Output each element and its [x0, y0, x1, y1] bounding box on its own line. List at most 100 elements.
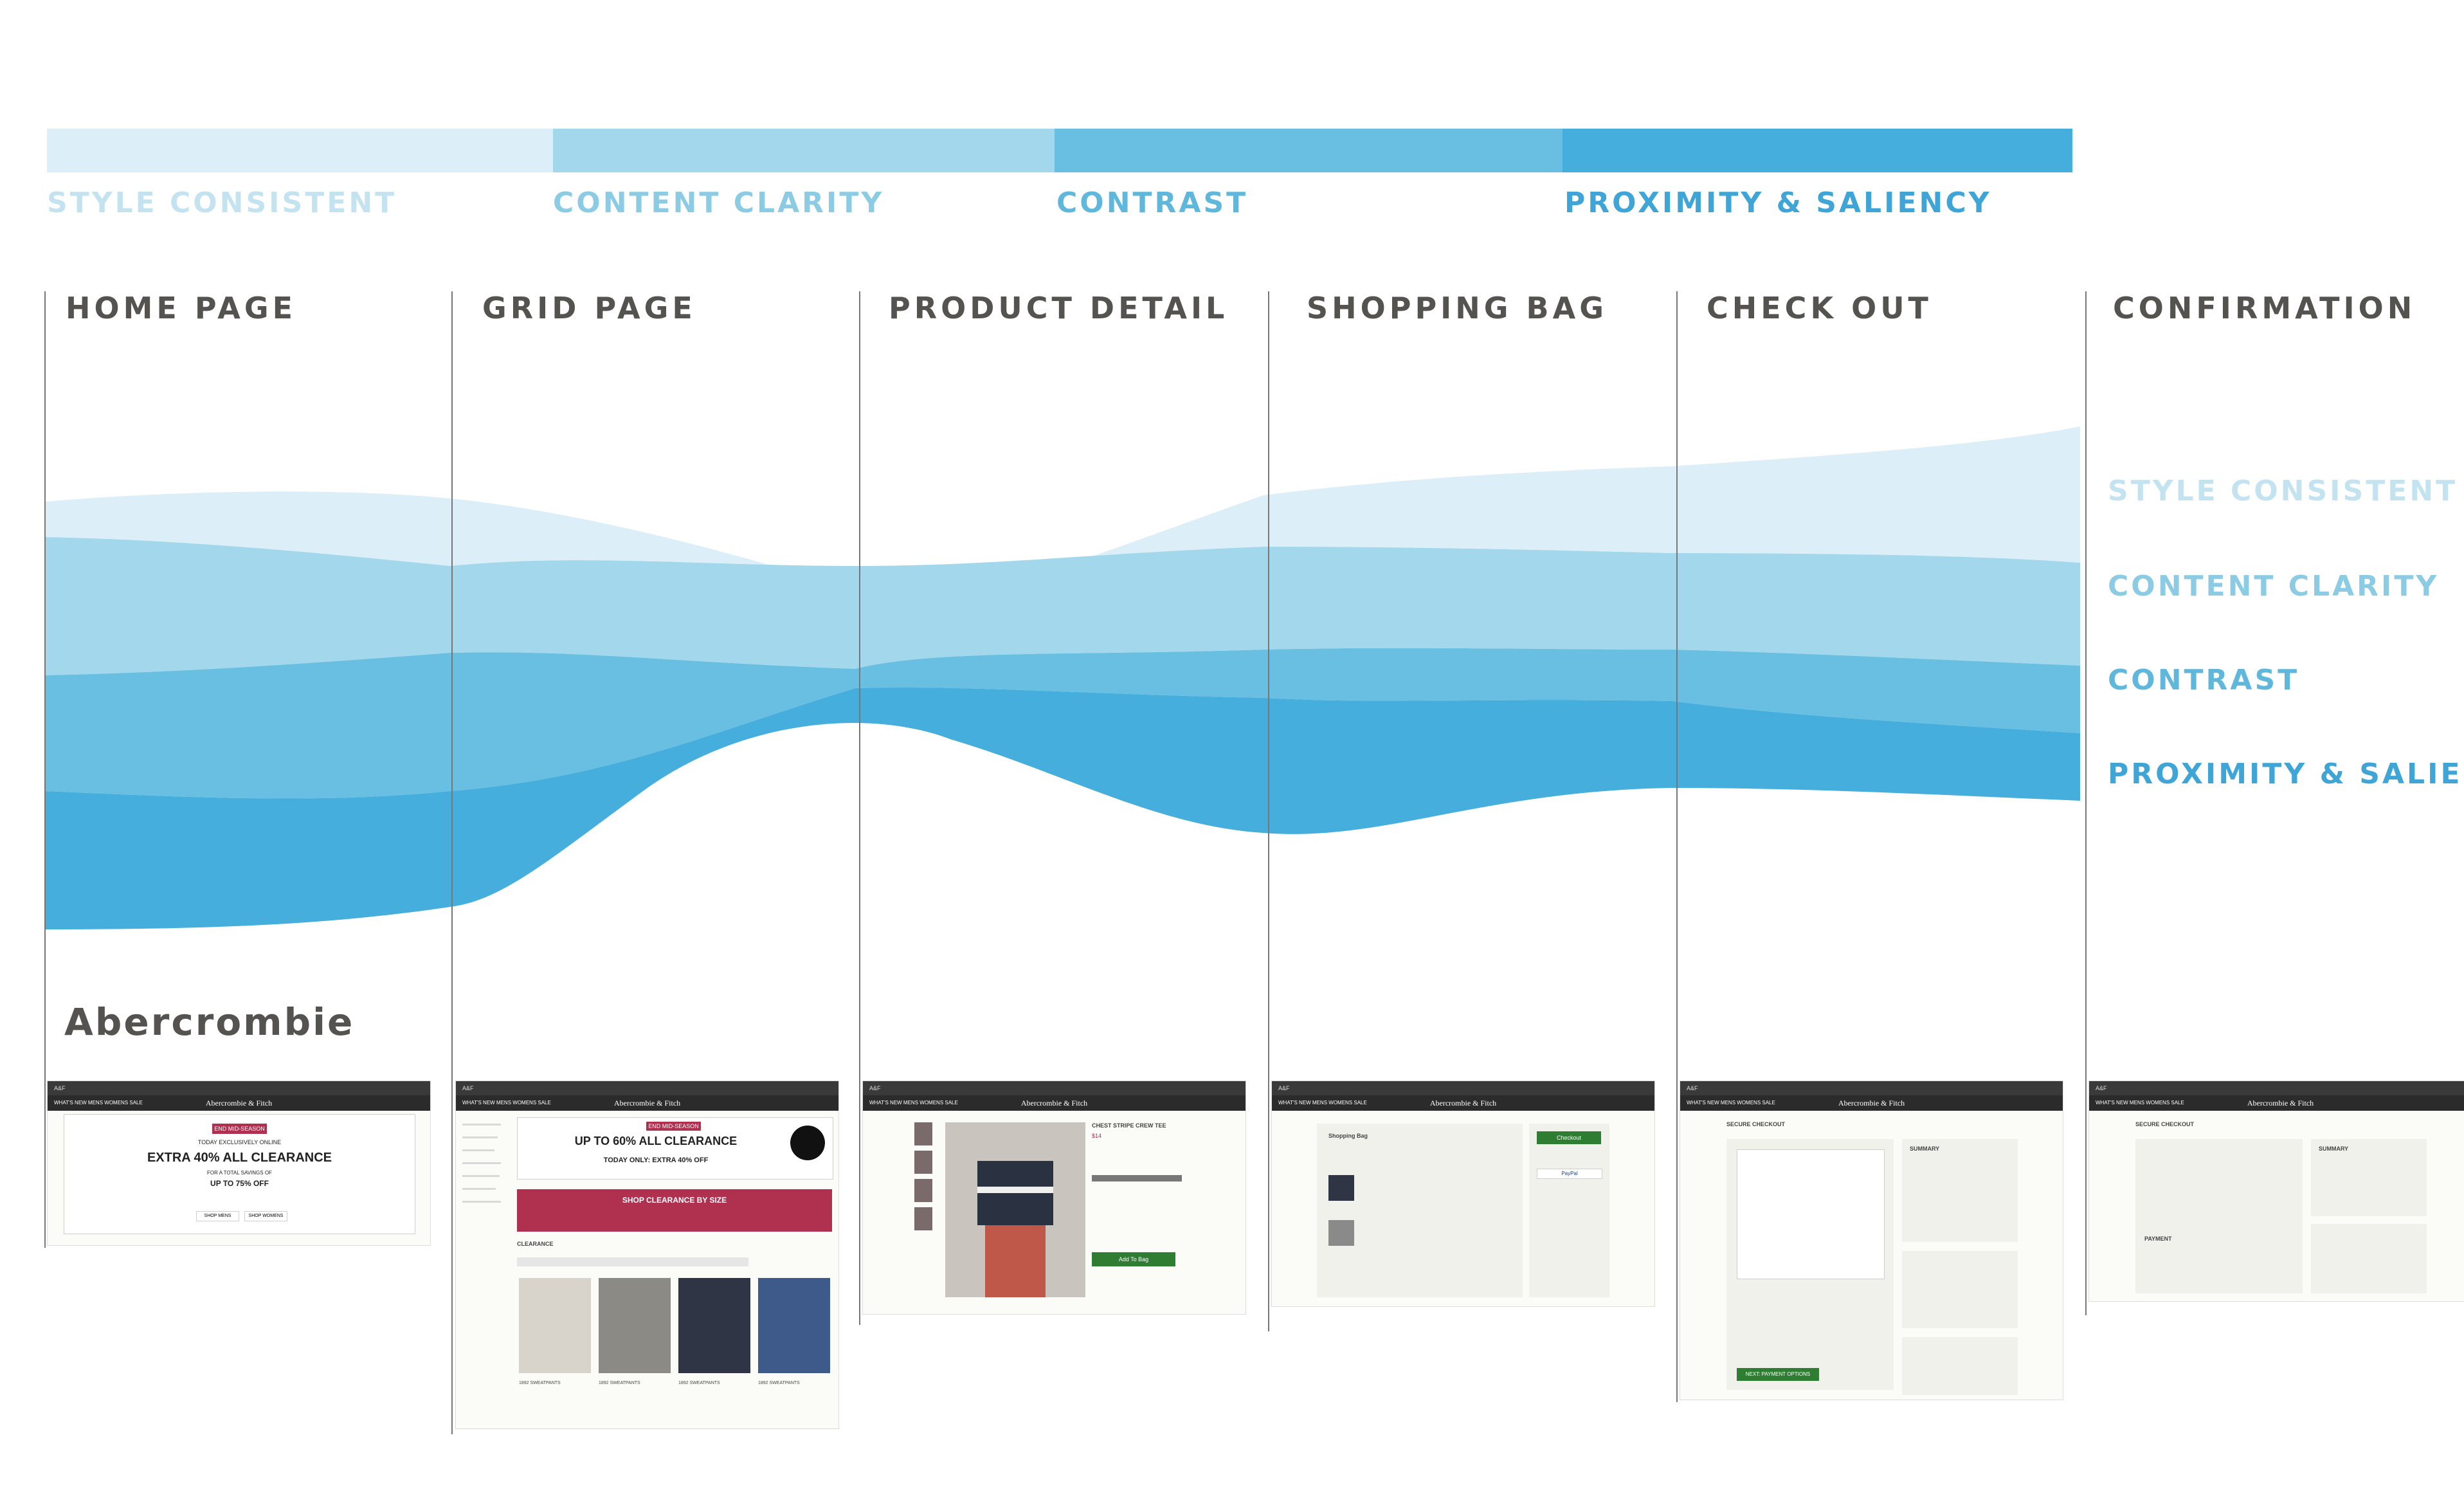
grid-product-image[interactable] — [519, 1278, 591, 1373]
home-shop-mens-button[interactable]: SHOP MENS — [196, 1211, 239, 1221]
detail-product-price: $14 — [1092, 1133, 1102, 1139]
grid-product-image[interactable] — [678, 1278, 750, 1373]
thumb-logo: Abercrombie & Fitch — [1838, 1099, 1905, 1108]
thumb-body: Shopping Bag Checkout PayPal — [1272, 1111, 1654, 1306]
detail-shirt-stripe — [977, 1187, 1053, 1193]
home-shop-womens-button[interactable]: SHOP WOMENS — [244, 1211, 287, 1221]
stage-dividers — [44, 291, 2087, 1434]
brand-name: Abercrombie — [64, 1000, 355, 1044]
thumb-topbar: A&F — [1680, 1081, 2063, 1095]
legend-bar — [47, 129, 2072, 172]
end-label-contrast: CONTRAST — [2108, 664, 2300, 697]
legend-label-content-clarity: CONTENT CLARITY — [553, 187, 885, 219]
confirmation-payment-title: PAYMENT — [2144, 1236, 2172, 1242]
thumb-topbar: A&F — [1272, 1081, 1654, 1095]
thumb-navbar: WHAT'S NEW MENS WOMENS SALE Abercrombie … — [863, 1095, 1246, 1111]
detail-main-image — [945, 1122, 1085, 1297]
thumb-nav-links: WHAT'S NEW MENS WOMENS SALE — [1278, 1100, 1367, 1106]
grid-sidebar-line — [462, 1136, 498, 1138]
detail-thumb-image[interactable] — [914, 1179, 932, 1202]
thumb-grid-page: A&F WHAT'S NEW MENS WOMENS SALE Abercrom… — [455, 1081, 839, 1429]
thumb-logo: Abercrombie & Fitch — [1429, 1099, 1497, 1108]
bag-item-image — [1328, 1175, 1354, 1201]
legend-swatch-contrast — [1055, 129, 1563, 172]
confirmation-title: SECURE CHECKOUT — [2135, 1121, 2195, 1127]
thumb-navbar: WHAT'S NEW MENS WOMENS SALE Abercrombie … — [1680, 1095, 2063, 1111]
thumb-navbar: WHAT'S NEW MENS WOMENS SALE Abercrombie … — [2089, 1095, 2464, 1111]
bag-checkout-button[interactable]: Checkout — [1537, 1131, 1601, 1144]
home-promo-line3: UP TO 75% OFF — [210, 1179, 269, 1188]
thumb-home-page: A&F WHAT'S NEW MENS WOMENS SALE Abercrom… — [47, 1081, 431, 1246]
bag-summary-panel: Checkout PayPal — [1529, 1124, 1609, 1297]
grid-promo-line: TODAY ONLY: EXTRA 40% OFF — [603, 1156, 709, 1164]
checkout-summary-panel: SUMMARY — [1902, 1139, 2018, 1242]
checkout-shipping-form — [1737, 1149, 1885, 1279]
grid-product-name: 1892 SWEATPANTS — [599, 1381, 640, 1385]
stream-contrast — [45, 648, 2080, 799]
confirmation-summary-panel: SUMMARY — [2311, 1139, 2427, 1216]
thumb-shopping-bag: A&F WHAT'S NEW MENS WOMENS SALE Abercrom… — [1271, 1081, 1655, 1307]
checkout-next-button[interactable]: NEXT: PAYMENT OPTIONS — [1737, 1368, 1819, 1381]
end-label-proximity-saliency: PROXIMITY & SALIENCY — [2108, 758, 2464, 790]
thumb-nav-links: WHAT'S NEW MENS WOMENS SALE — [2096, 1100, 2184, 1106]
thumb-body: END MID-SEASON SALE UP TO 60% ALL CLEARA… — [456, 1111, 838, 1428]
stream-proximity-saliency — [45, 687, 2080, 929]
detail-add-to-bag-button[interactable]: Add To Bag — [1092, 1252, 1175, 1266]
grid-sidebar-line — [462, 1149, 494, 1151]
thumb-topbar: A&F — [48, 1081, 430, 1095]
stage-title-grid: GRID PAGE — [482, 291, 696, 325]
grid-sidebar-line — [462, 1162, 501, 1164]
thumb-logo: Abercrombie & Fitch — [2247, 1099, 2314, 1108]
grid-sidebar-line — [462, 1201, 501, 1203]
grid-clearance-banner[interactable]: SHOP CLEARANCE BY SIZE — [517, 1189, 832, 1232]
legend-label-proximity-saliency: PROXIMITY & SALIENCY — [1564, 187, 1992, 219]
thumb-logo: Abercrombie & Fitch — [1020, 1099, 1088, 1108]
stage-title-home: HOME PAGE — [66, 291, 297, 325]
confirmation-summary-title: SUMMARY — [2319, 1145, 2349, 1152]
grid-promo-box: END MID-SEASON SALE UP TO 60% ALL CLEARA… — [517, 1117, 833, 1180]
legend-swatch-content-clarity — [553, 129, 1055, 172]
thumb-nav-links: WHAT'S NEW MENS WOMENS SALE — [462, 1100, 551, 1106]
thumb-topbar: A&F — [456, 1081, 838, 1095]
checkout-bag-panel — [1902, 1337, 2018, 1395]
grid-sidebar-line — [462, 1175, 500, 1177]
stage-title-confirmation: CONFIRMATION — [2113, 291, 2416, 325]
bag-item-image — [1328, 1220, 1354, 1246]
stage-title-detail: PRODUCT DETAIL — [889, 291, 1229, 325]
detail-model-pants — [985, 1225, 1046, 1297]
grid-section-title: CLEARANCE — [517, 1241, 554, 1247]
detail-product-title: CHEST STRIPE CREW TEE — [1092, 1122, 1166, 1129]
bag-paypal-button[interactable]: PayPal — [1537, 1169, 1602, 1179]
detail-thumb-image[interactable] — [914, 1207, 932, 1230]
legend-swatch-style-consistent — [47, 129, 553, 172]
thumb-check-out: A&F WHAT'S NEW MENS WOMENS SALE Abercrom… — [1680, 1081, 2063, 1400]
stage-title-checkout: CHECK OUT — [1707, 291, 1932, 325]
detail-thumb-image[interactable] — [914, 1122, 932, 1145]
legend-label-style-consistent: STYLE CONSISTENT — [47, 187, 397, 219]
thumb-logo: Abercrombie & Fitch — [613, 1099, 681, 1108]
checkout-summary-title: SUMMARY — [1910, 1145, 1940, 1152]
grid-product-image[interactable] — [758, 1278, 830, 1373]
thumb-logo: Abercrombie & Fitch — [205, 1099, 273, 1108]
thumb-nav-links: WHAT'S NEW MENS WOMENS SALE — [869, 1100, 958, 1106]
end-label-style-consistent: STYLE CONSISTENT — [2108, 475, 2458, 507]
thumb-nav-links: WHAT'S NEW MENS WOMENS SALE — [54, 1100, 143, 1106]
detail-thumb-image[interactable] — [914, 1151, 932, 1174]
bag-title: Shopping Bag — [1328, 1133, 1368, 1139]
grid-product-name: 1892 SWEATPANTS — [678, 1381, 720, 1385]
thumb-product-detail: A&F WHAT'S NEW MENS WOMENS SALE Abercrom… — [862, 1081, 1246, 1315]
home-promo-line1: TODAY EXCLUSIVELY ONLINE — [197, 1139, 282, 1145]
grid-product-image[interactable] — [599, 1278, 671, 1373]
grid-promo-headline: UP TO 60% ALL CLEARANCE — [574, 1135, 738, 1147]
grid-product-name: 1892 SWEATPANTS — [758, 1381, 800, 1385]
grid-sidebar-line — [462, 1188, 496, 1190]
thumb-navbar: WHAT'S NEW MENS WOMENS SALE Abercrombie … — [48, 1095, 430, 1111]
thumb-topbar: A&F — [863, 1081, 1246, 1095]
thumb-navbar: WHAT'S NEW MENS WOMENS SALE Abercrombie … — [1272, 1095, 1654, 1111]
thumb-body: SECURE CHECKOUT NEXT: PAYMENT OPTIONS SU… — [1680, 1111, 2063, 1400]
grid-product-name: 1892 SWEATPANTS — [519, 1381, 561, 1385]
detail-color-swatches[interactable] — [1092, 1175, 1182, 1181]
detail-model-shirt — [977, 1161, 1053, 1225]
home-promo-pill: END MID-SEASON SALE — [212, 1124, 267, 1142]
